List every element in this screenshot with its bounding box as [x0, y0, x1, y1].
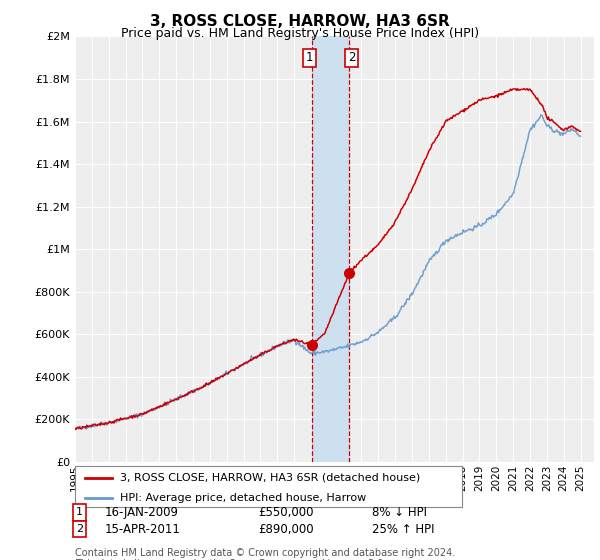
- Bar: [311, 36, 349, 462]
- Text: 2: 2: [76, 524, 83, 534]
- Text: 8% ↓ HPI: 8% ↓ HPI: [372, 506, 427, 519]
- Text: 3, ROSS CLOSE, HARROW, HA3 6SR (detached house): 3, ROSS CLOSE, HARROW, HA3 6SR (detached…: [119, 473, 420, 483]
- Text: 3, ROSS CLOSE, HARROW, HA3 6SR: 3, ROSS CLOSE, HARROW, HA3 6SR: [150, 14, 450, 29]
- Text: 1: 1: [76, 507, 83, 517]
- Text: Price paid vs. HM Land Registry's House Price Index (HPI): Price paid vs. HM Land Registry's House …: [121, 27, 479, 40]
- Text: £890,000: £890,000: [258, 522, 314, 536]
- Text: 15-APR-2011: 15-APR-2011: [105, 522, 181, 536]
- Text: £550,000: £550,000: [258, 506, 314, 519]
- Text: 1: 1: [306, 51, 313, 64]
- Text: 2: 2: [348, 51, 355, 64]
- Text: Contains HM Land Registry data © Crown copyright and database right 2024.
This d: Contains HM Land Registry data © Crown c…: [75, 548, 455, 560]
- Text: HPI: Average price, detached house, Harrow: HPI: Average price, detached house, Harr…: [119, 493, 366, 503]
- Text: 16-JAN-2009: 16-JAN-2009: [105, 506, 179, 519]
- Text: 25% ↑ HPI: 25% ↑ HPI: [372, 522, 434, 536]
